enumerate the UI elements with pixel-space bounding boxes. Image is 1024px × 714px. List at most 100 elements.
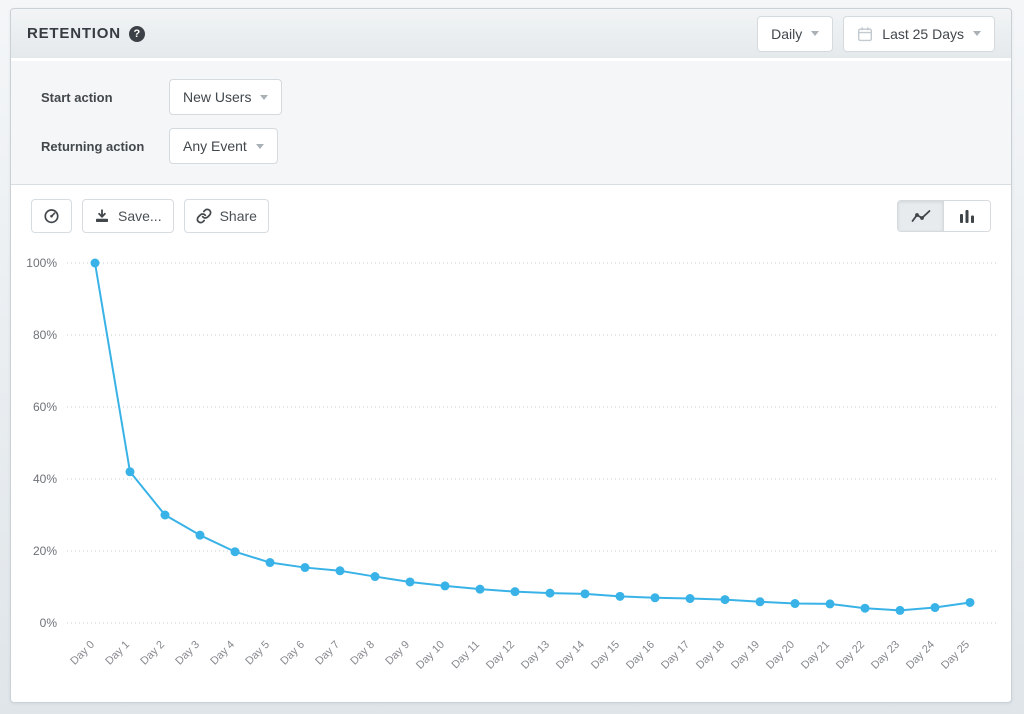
- gauge-icon: [43, 208, 60, 224]
- x-tick-label: Day 11: [450, 639, 483, 672]
- returning-action-label: Returning action: [41, 138, 145, 154]
- date-range-dropdown-value: Last 25 Days: [882, 25, 964, 42]
- report-header: RETENTION ? Daily Last 25 Days: [11, 9, 1011, 61]
- x-tick-label: Day 2: [138, 639, 167, 668]
- retention-report-card: RETENTION ? Daily Last 25 Days: [10, 8, 1012, 703]
- y-tick-label: 80%: [33, 328, 57, 342]
- date-range-dropdown[interactable]: Last 25 Days: [843, 15, 995, 52]
- data-point-day-11[interactable]: [475, 584, 485, 594]
- save-button[interactable]: Save...: [82, 199, 174, 233]
- filters-panel: Start action New Users Returning action …: [11, 61, 1011, 185]
- data-point-day-3[interactable]: [195, 530, 205, 540]
- start-action-dropdown[interactable]: New Users: [169, 79, 283, 115]
- data-point-day-2[interactable]: [160, 510, 170, 520]
- x-tick-label: Day 22: [834, 639, 867, 672]
- data-point-day-21[interactable]: [825, 599, 835, 609]
- x-tick-label: Day 23: [869, 639, 902, 672]
- retention-series: [90, 258, 975, 615]
- save-button-label: Save...: [118, 208, 162, 224]
- x-tick-label: Day 0: [68, 639, 97, 668]
- data-point-day-20[interactable]: [790, 599, 800, 609]
- gridlines: [67, 262, 999, 624]
- data-point-day-14[interactable]: [580, 589, 590, 599]
- x-tick-label: Day 6: [278, 639, 307, 668]
- x-tick-label: Day 8: [348, 639, 377, 668]
- x-tick-label: Day 20: [764, 639, 797, 672]
- x-tick-label: Day 10: [414, 639, 447, 672]
- caret-down-icon: [973, 31, 981, 36]
- share-button-label: Share: [219, 208, 257, 224]
- y-tick-label: 20%: [33, 544, 57, 558]
- y-tick-label: 40%: [33, 472, 57, 486]
- data-point-day-13[interactable]: [545, 588, 555, 598]
- x-tick-label: Day 14: [554, 639, 587, 672]
- x-tick-label: Day 4: [208, 639, 237, 668]
- returning-action-value: Any Event: [183, 138, 247, 154]
- data-point-day-25[interactable]: [965, 597, 975, 607]
- data-point-day-4[interactable]: [230, 547, 240, 557]
- chart-toolbar: Save... Share: [11, 199, 1011, 233]
- data-point-day-18[interactable]: [720, 595, 730, 605]
- help-icon[interactable]: ?: [128, 25, 145, 42]
- download-icon: [94, 208, 110, 224]
- link-icon: [196, 208, 212, 224]
- data-point-day-10[interactable]: [440, 581, 450, 591]
- x-tick-label: Day 3: [173, 639, 202, 668]
- add-to-dashboard-button[interactable]: [31, 199, 72, 233]
- returning-action-row: Returning action Any Event: [41, 128, 981, 164]
- y-tick-label: 60%: [33, 400, 57, 414]
- data-point-day-7[interactable]: [335, 566, 345, 576]
- data-point-day-5[interactable]: [265, 558, 275, 568]
- page-title: RETENTION: [27, 25, 121, 42]
- granularity-dropdown[interactable]: Daily: [757, 15, 834, 52]
- x-tick-label: Day 19: [729, 639, 762, 672]
- y-tick-label: 100%: [26, 256, 57, 270]
- bar-chart-icon: [958, 208, 976, 224]
- caret-down-icon: [260, 94, 269, 100]
- data-point-day-1[interactable]: [125, 467, 135, 477]
- chart-type-toggle: [897, 200, 991, 232]
- data-point-day-15[interactable]: [615, 591, 625, 601]
- start-action-value: New Users: [183, 89, 252, 105]
- data-point-day-24[interactable]: [930, 603, 940, 613]
- data-point-day-19[interactable]: [755, 597, 765, 607]
- start-action-label: Start action: [41, 89, 113, 105]
- y-tick-label: 0%: [40, 616, 58, 630]
- data-point-day-0[interactable]: [90, 258, 100, 268]
- line-chart-view-button[interactable]: [898, 201, 944, 231]
- x-tick-label: Day 9: [383, 639, 412, 668]
- x-tick-label: Day 7: [313, 639, 342, 668]
- x-tick-label: Day 24: [904, 639, 937, 672]
- x-tick-label: Day 5: [243, 639, 272, 668]
- data-point-day-22[interactable]: [860, 603, 870, 613]
- data-point-day-12[interactable]: [510, 587, 520, 597]
- retention-line: [94, 262, 971, 612]
- x-tick-label: Day 21: [799, 639, 832, 672]
- start-action-row: Start action New Users: [41, 79, 981, 115]
- data-point-day-8[interactable]: [370, 572, 380, 582]
- line-chart-icon: [911, 208, 931, 224]
- returning-action-dropdown[interactable]: Any Event: [169, 128, 278, 164]
- x-axis-labels: Day 0 Day 1 Day 2 Day 3 Day 4 Day 5 Day 6 Day 7…: [68, 639, 972, 672]
- x-tick-label: Day 18: [694, 639, 727, 672]
- x-tick-label: Day 15: [589, 639, 622, 672]
- share-button[interactable]: Share: [183, 199, 269, 233]
- data-point-day-9[interactable]: [405, 577, 415, 587]
- data-point-day-23[interactable]: [895, 605, 905, 615]
- y-axis-labels: 0% 20% 40% 60% 80% 100%: [26, 256, 57, 630]
- x-tick-label: Day 12: [484, 639, 517, 672]
- x-tick-label: Day 13: [519, 639, 552, 672]
- data-point-day-16[interactable]: [650, 593, 660, 603]
- bar-chart-view-button[interactable]: [944, 201, 990, 231]
- granularity-dropdown-value: Daily: [771, 25, 803, 42]
- data-point-day-6[interactable]: [300, 563, 310, 573]
- chart-panel: Save... Share: [11, 185, 1011, 700]
- x-tick-label: Day 25: [939, 639, 972, 672]
- x-tick-label: Day 16: [624, 639, 657, 672]
- x-tick-label: Day 17: [659, 639, 692, 672]
- header-controls: Daily Last 25 Days: [757, 15, 995, 52]
- data-point-day-17[interactable]: [685, 594, 695, 604]
- calendar-icon: [857, 26, 873, 42]
